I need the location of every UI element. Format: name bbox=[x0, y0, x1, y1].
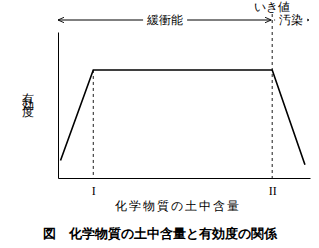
chart-title: 図 化学物質の土中含量と有効度の関係 bbox=[43, 226, 278, 241]
x-axis-title: 化学物質の土中含量 bbox=[115, 199, 241, 213]
series-line bbox=[61, 70, 305, 165]
annotation-label: いき値 bbox=[254, 0, 290, 14]
annotation-label: 緩衝能 bbox=[146, 13, 183, 27]
tick-guide bbox=[272, 14, 273, 178]
x-axis: III bbox=[59, 178, 311, 198]
x-tick-label: II bbox=[269, 184, 277, 198]
tick-guide bbox=[93, 70, 94, 178]
y-axis-title: 有効度 bbox=[21, 83, 35, 118]
annotation-bg bbox=[143, 12, 187, 28]
annotation-bg bbox=[275, 12, 307, 28]
y-axis-line bbox=[58, 33, 59, 179]
plot: III bbox=[59, 14, 311, 198]
y-axis bbox=[58, 33, 59, 179]
x-axis-line bbox=[59, 178, 311, 179]
series-group bbox=[61, 70, 305, 165]
annotations: 緩衝能 汚染いき値 bbox=[58, 0, 309, 28]
x-tick: I bbox=[92, 178, 96, 198]
chart: III緩衝能汚染いき値有効度化学物質の土中含量図 化学物質の土中含量と有効度の関… bbox=[0, 0, 319, 248]
x-tick-label: I bbox=[92, 184, 96, 198]
annotation-label: 汚染 bbox=[279, 13, 303, 27]
x-tick: II bbox=[269, 178, 277, 198]
